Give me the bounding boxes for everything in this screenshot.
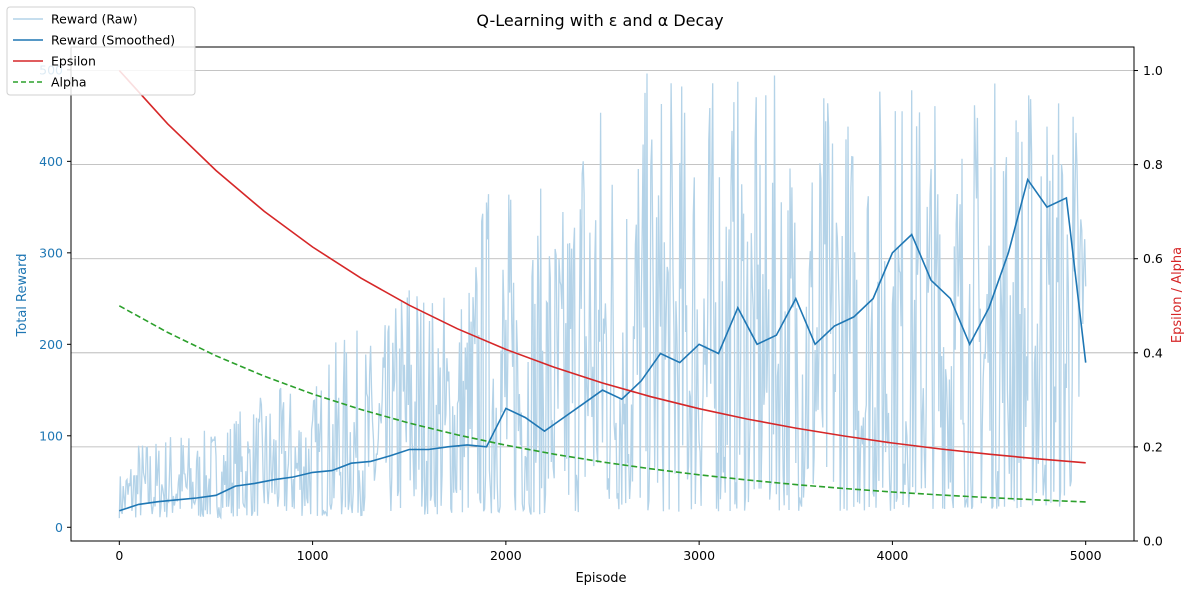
x-tick-label: 1000 [297,548,329,563]
legend-box [6,6,196,96]
plot-frame [70,46,1135,542]
line-series [118,69,1087,512]
legend-label: Reward (Smoothed) [51,33,175,48]
right-y-axis-label: Epsilon / Alpha [1170,247,1185,343]
left-y-tick-label: 0 [55,520,63,535]
raw-reward-series [118,73,1087,520]
left-y-tick-label: 400 [39,154,63,169]
right-y-tick-label: 0.4 [1143,345,1163,360]
chart-title: Q-Learning with ε and α Decay [476,11,723,30]
legend: Reward (Raw) Reward (Smoothed) Epsilon Alph… [6,6,196,96]
right-y-axis: 0.0 0.2 0.4 0.6 0.8 1.0 [1134,63,1163,549]
x-axis-label: Episode [575,571,626,586]
right-y-tick-label: 0.6 [1143,251,1163,266]
x-tick-label: 2000 [490,548,522,563]
legend-label: Alpha [51,75,87,90]
right-y-tick-label: 1.0 [1143,63,1163,78]
left-y-tick-label: 100 [39,428,63,443]
left-y-tick-label: 200 [39,337,63,352]
x-tick-label: 3000 [683,548,715,563]
x-tick-label: 5000 [1070,548,1102,563]
legend-label: Epsilon [51,54,96,69]
x-tick-label: 0 [115,548,123,563]
series-line-reward-smoothed [119,177,1087,512]
series-line-epsilon [118,69,1086,464]
x-tick-label: 4000 [877,548,909,563]
series-line-reward-raw [118,73,1087,520]
right-y-tick-label: 0.2 [1143,439,1163,454]
left-y-tick-label: 300 [39,245,63,260]
legend-label: Reward (Raw) [51,12,138,27]
x-axis: 0 1000 2000 3000 4000 5000 [115,541,1102,563]
left-y-axis-label: Total Reward [15,254,30,338]
right-y-tick-label: 0.8 [1143,157,1163,172]
right-y-tick-label: 0.0 [1143,534,1163,549]
